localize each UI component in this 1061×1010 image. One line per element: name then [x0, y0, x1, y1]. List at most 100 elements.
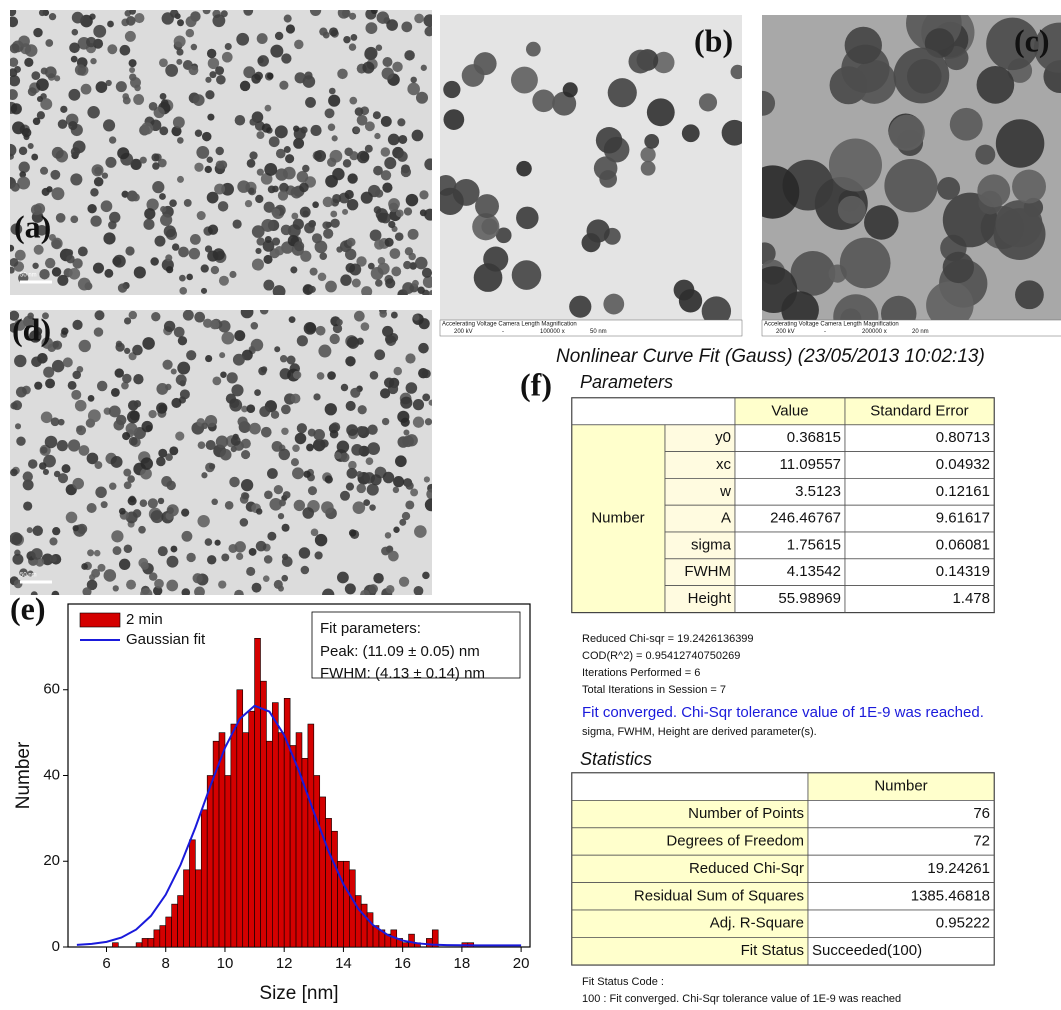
particle: [401, 511, 411, 521]
particle: [86, 36, 97, 48]
table-cell: [664, 477, 736, 506]
particle: [273, 484, 284, 495]
particle: [303, 470, 311, 478]
particle: [424, 158, 432, 171]
particle: [148, 572, 158, 581]
micrograph: [762, 15, 1061, 320]
particle: [18, 161, 30, 173]
table-cell: [807, 800, 995, 829]
particle: [412, 416, 425, 428]
panel-label: (b): [694, 22, 733, 58]
particle: [595, 127, 623, 154]
particle: [41, 187, 50, 196]
particle: [293, 499, 306, 512]
particle: [264, 104, 272, 112]
particle: [122, 96, 131, 105]
particle: [296, 335, 308, 347]
note: COD(R^2) = 0.95412740750269: [582, 650, 740, 662]
particle: [511, 260, 542, 290]
particle: [839, 237, 891, 289]
particle: [317, 272, 327, 282]
particles: [10, 310, 432, 595]
particle: [324, 108, 335, 119]
particle: [175, 374, 187, 386]
particle: [152, 162, 160, 170]
particle: [373, 572, 384, 584]
particle: [251, 225, 265, 238]
particle: [263, 254, 273, 264]
particle: [299, 206, 311, 218]
particle: [377, 257, 386, 265]
particle: [380, 170, 392, 181]
particle: [186, 552, 196, 563]
particle: [884, 159, 938, 213]
x-tick-label: 14: [335, 955, 352, 972]
particle: [412, 399, 425, 411]
particle: [111, 530, 124, 543]
particle: [369, 371, 379, 380]
particle: [216, 74, 226, 85]
particle: [264, 235, 272, 244]
particle: [51, 187, 65, 201]
group-cell: [571, 424, 666, 613]
particle: [414, 525, 427, 538]
particle: [219, 352, 226, 359]
particle: [177, 361, 191, 375]
particle: [392, 61, 403, 73]
particle: [125, 246, 135, 256]
particle: [128, 436, 138, 446]
particle: [274, 31, 284, 41]
particle: [375, 44, 383, 51]
particle: [209, 319, 220, 330]
table-cell: [664, 424, 736, 452]
particle: [293, 137, 305, 149]
bar: [354, 895, 362, 948]
particle: [96, 380, 108, 392]
particle: [72, 258, 83, 269]
particle: [221, 331, 235, 345]
particle: [347, 173, 358, 184]
particle: [315, 325, 326, 336]
particle: [249, 118, 257, 126]
particle: [419, 190, 429, 200]
particle: [307, 486, 318, 496]
particle: [562, 82, 578, 98]
particle: [128, 59, 137, 68]
particle: [270, 410, 280, 419]
particle: [95, 486, 107, 499]
particle: [10, 244, 15, 252]
particle: [673, 279, 695, 301]
particle: [599, 170, 617, 188]
legend-label: 2 min: [126, 611, 163, 628]
particle: [14, 354, 27, 368]
particle: [893, 47, 950, 104]
particle: [279, 182, 289, 193]
particle: [234, 589, 244, 595]
particle: [86, 502, 97, 514]
particle: [368, 584, 378, 594]
particle: [443, 80, 461, 99]
particle: [234, 330, 246, 342]
particle: [350, 387, 361, 398]
particle: [10, 532, 23, 546]
particle: [44, 257, 56, 269]
report-title: Nonlinear Curve Fit (Gauss) (23/05/2013 …: [556, 346, 985, 367]
particle: [159, 58, 168, 68]
particle: [152, 181, 165, 194]
bar: [331, 830, 338, 948]
particle: [173, 326, 185, 338]
bar: [307, 723, 315, 948]
panel-label: (d): [12, 311, 51, 347]
particle: [133, 400, 142, 408]
particle: [74, 64, 87, 76]
particle: [228, 543, 238, 553]
particle: [351, 444, 363, 456]
particle: [730, 64, 742, 80]
particle: [356, 426, 366, 436]
particle: [356, 483, 367, 494]
particle: [140, 457, 153, 470]
particle: [221, 182, 235, 196]
particle: [319, 27, 328, 36]
particle: [51, 359, 65, 373]
particle: [410, 488, 419, 497]
